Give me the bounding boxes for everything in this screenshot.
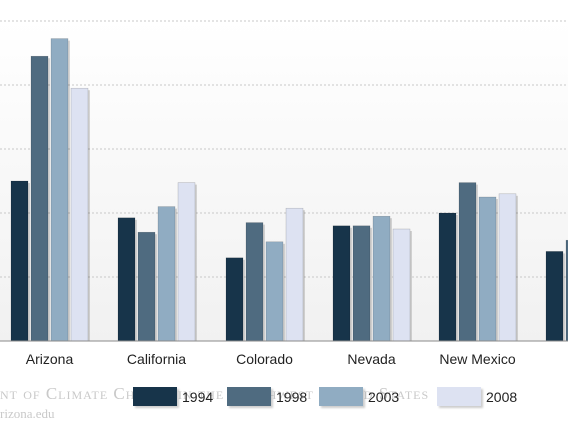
bar [352,225,371,342]
bar [117,217,136,342]
bar [10,180,29,342]
bar [285,207,304,342]
bar [50,38,69,342]
legend-swatch [319,387,363,406]
x-tick-label: California [127,351,186,367]
bar [545,251,564,342]
legend-label: 2008 [486,389,518,405]
bar [438,212,457,342]
x-tick-label: Nevada [347,351,395,367]
legend-swatch [437,387,481,406]
footer-title: nt of Climate Change in the Southwest Un… [0,384,430,403]
bar [478,196,497,342]
bar [245,222,264,342]
bar [225,257,244,342]
legend-swatch [133,387,177,406]
bar [458,182,477,342]
bar [30,55,49,342]
bar [332,225,351,342]
footer-url: rizona.edu [0,406,55,421]
bar [498,193,517,342]
legend-swatch [227,387,271,406]
bar [137,231,156,342]
bar [265,241,284,342]
x-tick-labels: Arizona California Colorado Nevada New Mexic… [26,351,516,367]
bar [372,215,391,342]
legend-label: 1994 [182,389,214,405]
x-tick-label: Arizona [26,351,74,367]
bars [10,38,568,342]
legend-label: 2003 [368,389,400,405]
bar [565,239,568,342]
bar [392,228,411,342]
x-tick-label: New Mexico [439,351,515,367]
bar [177,182,196,342]
x-tick-label: Colorado [236,351,293,367]
bar [70,87,89,342]
legend-label: 1998 [276,389,308,405]
bar [157,206,176,342]
